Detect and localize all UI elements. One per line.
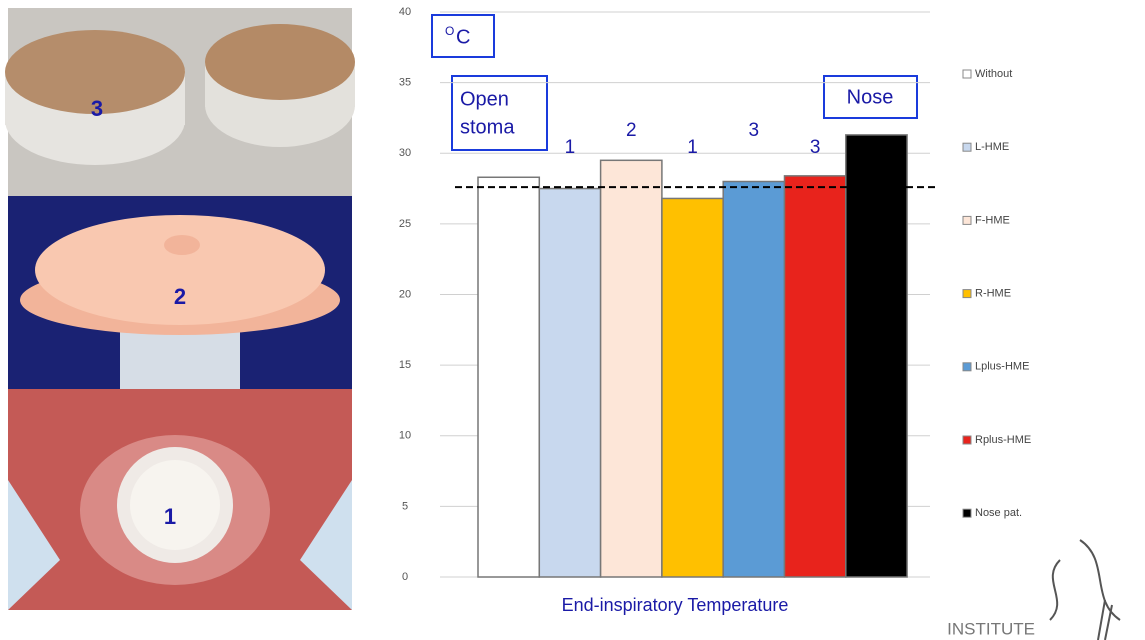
bar	[845, 134, 908, 578]
photo-label: 2	[174, 284, 186, 309]
bar-note: 3	[810, 137, 821, 158]
bar	[477, 176, 541, 578]
bar-note: 1	[565, 137, 576, 158]
logo	[1049, 539, 1121, 640]
legend-swatch	[962, 362, 972, 372]
legend-label: L-HME	[975, 141, 1009, 153]
logo-text: INSTITUTE	[947, 619, 1035, 638]
legend-swatch	[962, 508, 972, 518]
unit-sup: O	[445, 24, 454, 38]
bar	[661, 197, 724, 578]
legend-swatch	[962, 435, 972, 445]
photo-middle	[8, 196, 352, 389]
legend-label: F-HME	[975, 214, 1010, 226]
legend-swatch	[962, 215, 972, 225]
y-tick-label: 5	[402, 500, 408, 512]
bar-note: 3	[749, 120, 760, 141]
bar-note: 1	[687, 137, 698, 158]
photo-label: 3	[91, 96, 103, 121]
bar-note: 2	[626, 120, 637, 141]
label-box	[431, 14, 495, 58]
y-tick-label: 0	[402, 571, 408, 583]
label-box	[451, 75, 548, 151]
y-tick-label: 30	[399, 147, 411, 159]
y-tick-label: 40	[399, 6, 411, 18]
y-tick-label: 15	[399, 359, 411, 371]
nose-label: Nose	[847, 86, 894, 108]
x-axis-label: End-inspiratory Temperature	[562, 595, 789, 615]
legend-label: Rplus-HME	[975, 434, 1031, 446]
open-label: Open	[460, 88, 509, 110]
photo-bottom	[8, 389, 352, 610]
legend-swatch	[962, 289, 972, 299]
legend-label: Lplus-HME	[975, 361, 1029, 373]
legend-swatch	[962, 142, 972, 152]
y-tick-label: 35	[399, 77, 411, 89]
bar	[599, 159, 663, 578]
y-tick-label: 25	[399, 218, 411, 230]
y-tick-label: 20	[399, 288, 411, 300]
legend-label: R-HME	[975, 288, 1011, 300]
bar	[538, 187, 602, 578]
photo-top	[5, 8, 355, 196]
legend-swatch	[962, 69, 972, 79]
y-tick-label: 10	[399, 430, 411, 442]
photo-label: 1	[164, 504, 176, 529]
legend-label: Nose pat.	[975, 507, 1022, 519]
bar	[783, 175, 847, 578]
legend-label: Without	[975, 68, 1012, 80]
open-label: stoma	[460, 116, 515, 138]
unit-main: C	[456, 26, 470, 48]
bar	[722, 180, 786, 578]
